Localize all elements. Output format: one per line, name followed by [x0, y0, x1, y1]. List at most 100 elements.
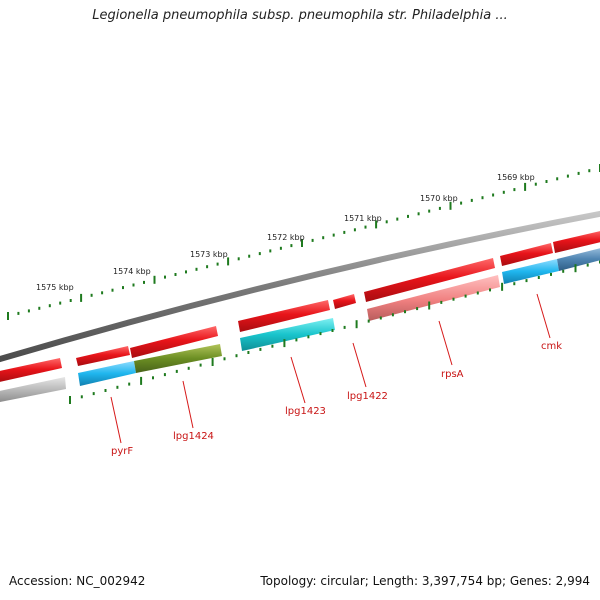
backbone-ring — [0, 210, 600, 363]
scale-major-tick — [140, 376, 143, 385]
scale-minor-tick — [128, 382, 131, 386]
scale-minor-tick — [525, 279, 528, 283]
scale-minor-tick — [364, 225, 367, 229]
scale-minor-tick — [417, 212, 420, 216]
scale-minor-tick — [534, 182, 537, 186]
scale-minor-tick — [17, 311, 20, 315]
scale-minor-tick — [223, 357, 226, 361]
scale-minor-tick — [187, 366, 190, 370]
scale-minor-tick — [537, 276, 540, 279]
scale-minor-tick — [195, 267, 198, 271]
scale-minor-tick — [492, 193, 495, 197]
cds-arrow — [553, 231, 600, 253]
cds-arrow — [130, 326, 218, 358]
scale-major-tick — [355, 320, 358, 329]
scale-minor-tick — [562, 269, 565, 273]
leader-line — [290, 356, 306, 404]
cds-arrow — [364, 258, 495, 302]
leader-line — [438, 320, 453, 366]
scale-minor-tick — [379, 316, 382, 320]
scale-minor-tick — [367, 319, 370, 323]
scale-major-tick — [80, 293, 83, 302]
scale-minor-tick — [513, 282, 516, 286]
cog-bar-gray — [0, 377, 66, 403]
scale-minor-tick — [307, 335, 310, 339]
scale-minor-tick — [59, 301, 62, 305]
scale-minor-tick — [566, 174, 569, 178]
scale-minor-tick — [460, 201, 463, 205]
scale-minor-tick — [92, 392, 95, 396]
scale-minor-tick — [577, 171, 580, 175]
scale-minor-tick — [271, 344, 274, 348]
scale-minor-tick — [428, 209, 431, 213]
scale-minor-tick — [259, 347, 262, 351]
scale-major-tick — [428, 301, 431, 310]
scale-minor-tick — [588, 169, 591, 173]
forward-cds-track — [0, 231, 600, 382]
scale-minor-tick — [279, 246, 282, 250]
cog-bar-blue — [78, 361, 136, 386]
cds-arrow — [0, 358, 62, 382]
cds-arrow — [76, 346, 130, 366]
scale-major-tick — [227, 257, 230, 266]
scale-minor-tick — [556, 177, 559, 181]
kbp-label-1569: 1569 kbp — [497, 173, 535, 182]
scale-minor-tick — [502, 190, 505, 194]
scale-minor-tick — [185, 270, 187, 274]
scale-major-tick — [301, 239, 303, 247]
scale-minor-tick — [452, 297, 455, 301]
leader-line — [536, 293, 551, 339]
scale-minor-tick — [27, 309, 30, 313]
label-leaders — [110, 293, 551, 444]
scale-minor-tick — [545, 180, 548, 183]
map-title: Legionella pneumophila subsp. pneumophil… — [92, 8, 508, 23]
cog-bar-pink — [367, 275, 500, 321]
scale-major-tick — [524, 182, 527, 191]
scale-minor-tick — [489, 288, 491, 292]
scale-major-tick — [211, 358, 214, 366]
accession-text: Accession: NC_002942 — [9, 574, 146, 588]
scale-minor-tick — [122, 286, 124, 290]
scale-minor-tick — [550, 272, 552, 276]
scale-major-tick — [69, 396, 71, 404]
scale-major-tick — [449, 201, 452, 210]
cog-track — [0, 248, 600, 403]
scale-minor-tick — [440, 300, 443, 304]
scale-minor-tick — [407, 214, 409, 218]
kbp-label-1575: 1575 kbp — [36, 283, 74, 292]
scale-minor-tick — [80, 395, 83, 399]
kbp-label-1571: 1571 kbp — [344, 214, 382, 223]
scale-minor-tick — [237, 257, 240, 261]
scale-major-tick — [574, 264, 577, 273]
scale-major-tick — [283, 339, 286, 348]
scale-minor-tick — [163, 373, 166, 377]
scale-minor-tick — [311, 238, 314, 242]
scale-minor-tick — [164, 275, 166, 279]
scale-minor-tick — [104, 389, 107, 392]
inner-tick-ring — [69, 260, 600, 404]
scale-minor-tick — [132, 283, 135, 287]
scale-minor-tick — [353, 228, 356, 232]
scale-minor-tick — [586, 263, 589, 267]
scale-minor-tick — [332, 233, 335, 237]
scale-minor-tick — [438, 206, 441, 210]
scale-minor-tick — [470, 198, 473, 202]
gene-label-lpg1423: lpg1423 — [285, 406, 326, 417]
scale-ring — [7, 164, 600, 320]
scale-minor-tick — [206, 265, 209, 269]
scale-minor-tick — [199, 363, 202, 367]
scale-major-tick — [501, 282, 504, 291]
scale-minor-tick — [152, 376, 154, 380]
scale-minor-tick — [322, 236, 325, 240]
scale-minor-tick — [416, 307, 419, 311]
kbp-label-1570: 1570 kbp — [420, 194, 458, 203]
scale-minor-tick — [258, 252, 261, 256]
cog-bar-steel — [557, 248, 600, 271]
leader-line — [182, 380, 194, 429]
cog-bar-cyan — [240, 318, 335, 351]
scale-minor-tick — [216, 262, 219, 266]
scale-minor-tick — [174, 273, 177, 276]
scale-minor-tick — [385, 220, 388, 224]
scale-minor-tick — [38, 306, 41, 310]
